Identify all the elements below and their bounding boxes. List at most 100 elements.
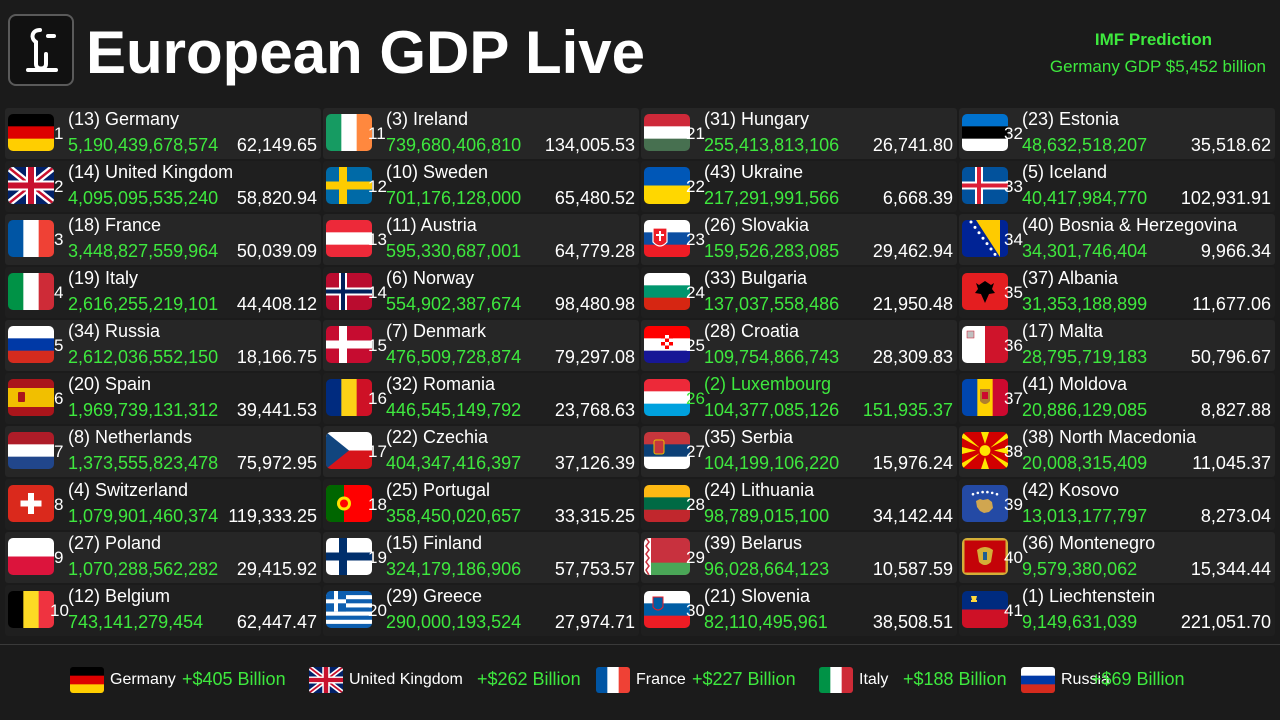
portugal-flag-icon <box>326 485 372 522</box>
country-name: (3) Ireland <box>386 109 469 129</box>
rank-number: 8 <box>54 495 64 514</box>
growth-footer: Germany +$405 Billion United Kingdom +$262… <box>0 644 1280 720</box>
rank-number: 36 <box>1004 336 1023 355</box>
sweden-flag-icon <box>326 167 372 204</box>
country-name: (25) Portugal <box>386 480 491 500</box>
country-name: (4) Switzerland <box>68 480 189 500</box>
gdp-per-capita: 8,273.04 <box>1200 506 1271 526</box>
norway-flag-icon <box>326 273 372 310</box>
rank-number: 26 <box>686 389 705 408</box>
gdp-value: 2,612,036,552,150 <box>68 347 219 367</box>
gdp-per-capita: 50,039.09 <box>236 241 317 261</box>
germany-flag-icon <box>70 667 104 693</box>
gdp-per-capita: 6,668.39 <box>882 188 953 208</box>
country-row: 29 (39) Belarus 96,028,664,123 10,587.59 <box>641 532 957 583</box>
country-row: 21 (31) Hungary 255,413,813,106 26,741.80 <box>641 108 957 159</box>
rank-number: 30 <box>686 601 705 620</box>
gdp-value: 739,680,406,810 <box>386 135 522 155</box>
rank-number: 18 <box>368 495 387 514</box>
austria-flag-icon <box>326 220 372 257</box>
rank-number: 12 <box>368 177 387 196</box>
growth-country: France <box>636 671 686 688</box>
albania-flag-icon <box>962 273 1008 310</box>
denmark-flag-icon <box>326 326 372 363</box>
rank-number: 41 <box>1004 601 1023 620</box>
gdp-value: 96,028,664,123 <box>704 559 830 579</box>
russia-flag-icon <box>8 326 54 363</box>
country-name: (38) North Macedonia <box>1022 427 1197 447</box>
country-name: (19) Italy <box>68 268 139 288</box>
country-name: (40) Bosnia & Herzegovina <box>1022 215 1238 235</box>
country-name: (39) Belarus <box>704 533 803 553</box>
country-row: 37 (41) Moldova 20,886,129,085 8,827.88 <box>959 373 1275 424</box>
belgium-flag-icon <box>8 591 54 628</box>
rank-number: 32 <box>1004 124 1023 143</box>
country-name: (23) Estonia <box>1022 109 1120 129</box>
switzerland-flag-icon <box>8 485 54 522</box>
country-row: 11 (3) Ireland 739,680,406,810 134,005.53 <box>323 108 639 159</box>
page-title: European GDP Live <box>86 19 646 86</box>
gdp-per-capita: 79,297.08 <box>554 347 635 367</box>
country-name: (32) Romania <box>386 374 496 394</box>
rank-number: 27 <box>686 442 705 461</box>
gdp-per-capita: 21,950.48 <box>872 294 953 314</box>
gdp-per-capita: 23,768.63 <box>554 400 635 420</box>
country-row: 5 (34) Russia 2,612,036,552,150 18,166.75 <box>5 320 321 371</box>
gdp-per-capita: 33,315.25 <box>554 506 635 526</box>
country-row: 38 (38) North Macedonia 20,008,315,409 11,0… <box>959 426 1275 477</box>
country-row: 27 (35) Serbia 104,199,106,220 15,976.24 <box>641 426 957 477</box>
gdp-per-capita: 57,753.57 <box>554 559 635 579</box>
gdp-per-capita: 65,480.52 <box>554 188 635 208</box>
rank-number: 7 <box>54 442 64 461</box>
gdp-per-capita: 11,045.37 <box>1192 453 1271 473</box>
ranking-column: 21 (31) Hungary 255,413,813,106 26,741.80 22… <box>641 108 957 638</box>
country-name: (15) Finland <box>386 533 483 553</box>
rank-number: 10 <box>50 601 69 620</box>
rank-number: 13 <box>368 230 387 249</box>
gdp-per-capita: 50,796.67 <box>1190 347 1271 367</box>
gdp-value: 404,347,416,397 <box>386 453 522 473</box>
rank-number: 6 <box>54 389 64 408</box>
gdp-value: 20,008,315,409 <box>1022 453 1148 473</box>
montenegro-flag-icon <box>962 538 1008 575</box>
gdp-per-capita: 102,931.91 <box>1180 188 1271 208</box>
rank-number: 37 <box>1004 389 1023 408</box>
netherlands-flag-icon <box>8 432 54 469</box>
growth-value: +$405 Billion <box>182 669 286 689</box>
country-row: 23 (26) Slovakia 159,526,283,085 29,462.94 <box>641 214 957 265</box>
rank-number: 19 <box>368 548 387 567</box>
country-row: 2 (14) United Kingdom 4,095,095,535,240 58,… <box>5 161 321 212</box>
gdp-per-capita: 15,976.24 <box>872 453 953 473</box>
gdp-per-capita: 10,587.59 <box>872 559 953 579</box>
gdp-value: 82,110,495,961 <box>704 612 828 632</box>
country-row: 22 (43) Ukraine 217,291,991,566 6,668.39 <box>641 161 957 212</box>
gdp-per-capita: 151,935.37 <box>862 400 953 420</box>
country-name: (31) Hungary <box>704 109 810 129</box>
gdp-per-capita: 28,309.83 <box>872 347 953 367</box>
gdp-per-capita: 8,827.88 <box>1200 400 1271 420</box>
belarus-flag-icon <box>644 538 690 575</box>
country-row: 16 (32) Romania 446,545,149,792 23,768.63 <box>323 373 639 424</box>
country-name: (6) Norway <box>386 268 475 288</box>
growth-country: United Kingdom <box>349 671 463 688</box>
country-row: 12 (10) Sweden 701,176,128,000 65,480.52 <box>323 161 639 212</box>
country-name: (22) Czechia <box>386 427 489 447</box>
gdp-per-capita: 34,142.44 <box>872 506 953 526</box>
growth-value: +$227 Billion <box>692 669 796 689</box>
country-name: (11) Austria <box>386 215 477 235</box>
country-row: 9 (27) Poland 1,070,288,562,282 29,415.92 <box>5 532 321 583</box>
country-name: (28) Croatia <box>704 321 800 341</box>
country-name: (7) Denmark <box>386 321 487 341</box>
rank-number: 9 <box>54 548 64 567</box>
country-row: 14 (6) Norway 554,902,387,674 98,480.98 <box>323 267 639 318</box>
rank-number: 35 <box>1004 283 1023 302</box>
country-row: 36 (17) Malta 28,795,719,183 50,796.67 <box>959 320 1275 371</box>
gdp-value: 34,301,746,404 <box>1022 241 1148 261</box>
country-row: 33 (5) Iceland 40,417,984,770 102,931.91 <box>959 161 1275 212</box>
imf-title: IMF Prediction <box>1094 30 1212 49</box>
country-name: (41) Moldova <box>1022 374 1128 394</box>
macedonia-flag-icon <box>962 432 1008 469</box>
gdp-per-capita: 134,005.53 <box>544 135 635 155</box>
country-row: 25 (28) Croatia 109,754,866,743 28,309.83 <box>641 320 957 371</box>
ranking-column: 11 (3) Ireland 739,680,406,810 134,005.53 12… <box>323 108 639 638</box>
